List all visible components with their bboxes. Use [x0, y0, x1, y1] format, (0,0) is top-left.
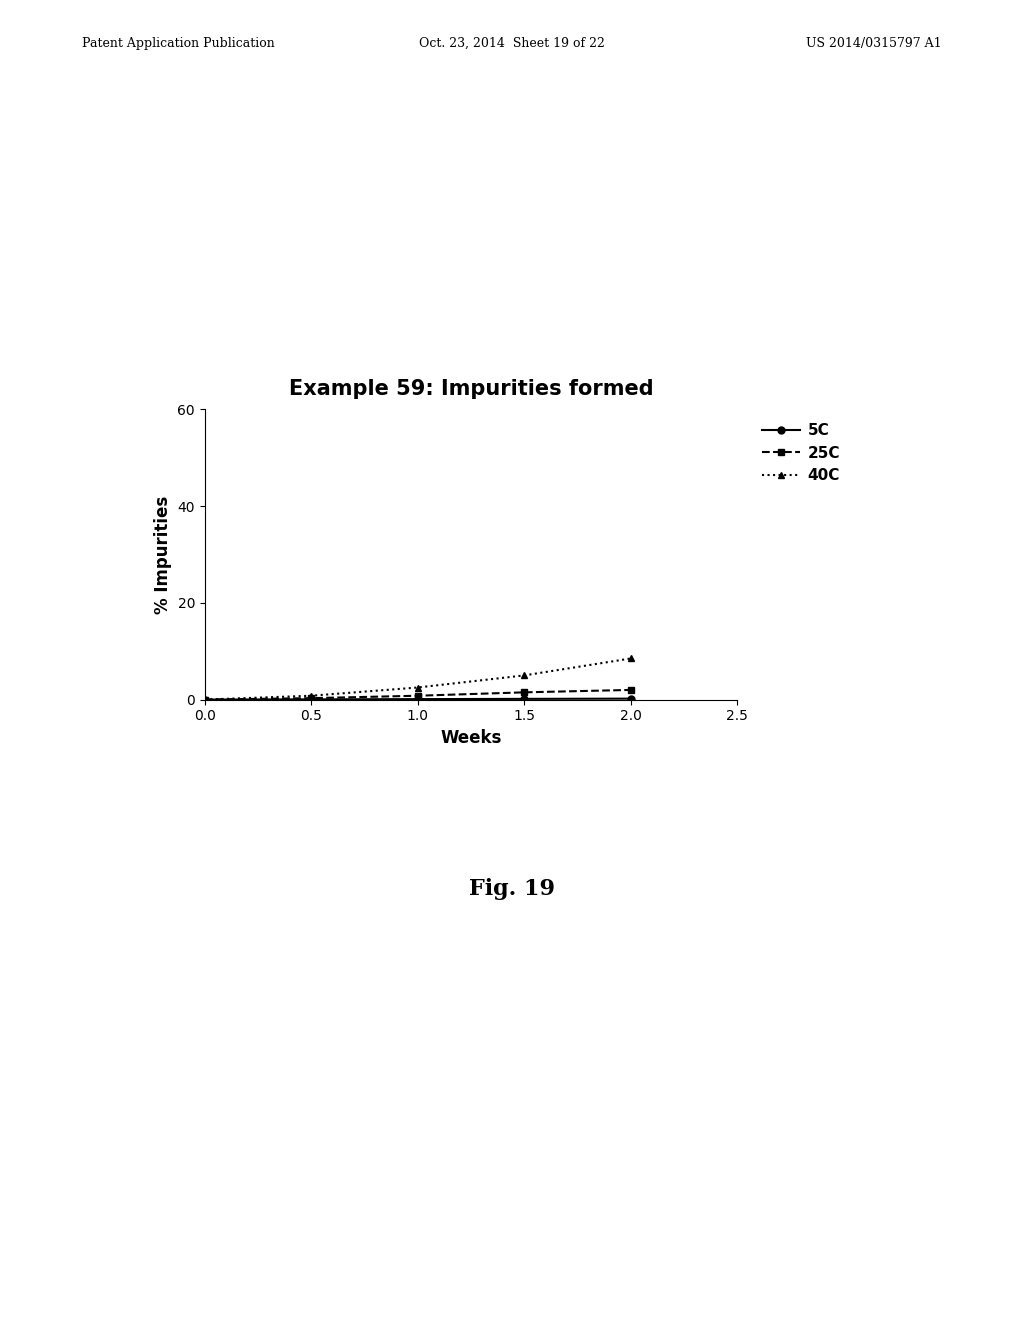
40C: [412, 680, 424, 696]
Text: US 2014/0315797 A1: US 2014/0315797 A1: [807, 37, 942, 50]
25C: [305, 690, 317, 706]
5C: [625, 690, 637, 706]
Title: Example 59: Impurities formed: Example 59: Impurities formed: [289, 379, 653, 400]
40C: [625, 651, 637, 667]
25C: [199, 692, 211, 708]
40C: [518, 668, 530, 684]
X-axis label: Weeks: Weeks: [440, 729, 502, 747]
Legend: 5C, 25C, 40C: 5C, 25C, 40C: [756, 417, 846, 490]
25C: [625, 682, 637, 698]
5C: [199, 692, 211, 708]
5C: [412, 692, 424, 708]
5C: [305, 692, 317, 708]
25C: [518, 684, 530, 700]
Line: 40C: 40C: [202, 655, 634, 704]
Text: Oct. 23, 2014  Sheet 19 of 22: Oct. 23, 2014 Sheet 19 of 22: [419, 37, 605, 50]
Line: 5C: 5C: [202, 696, 634, 704]
Text: Fig. 19: Fig. 19: [469, 878, 555, 900]
40C: [199, 692, 211, 708]
Text: Patent Application Publication: Patent Application Publication: [82, 37, 274, 50]
Line: 25C: 25C: [202, 686, 634, 704]
5C: [518, 690, 530, 706]
25C: [412, 688, 424, 704]
40C: [305, 688, 317, 704]
Y-axis label: % Impurities: % Impurities: [154, 495, 172, 614]
